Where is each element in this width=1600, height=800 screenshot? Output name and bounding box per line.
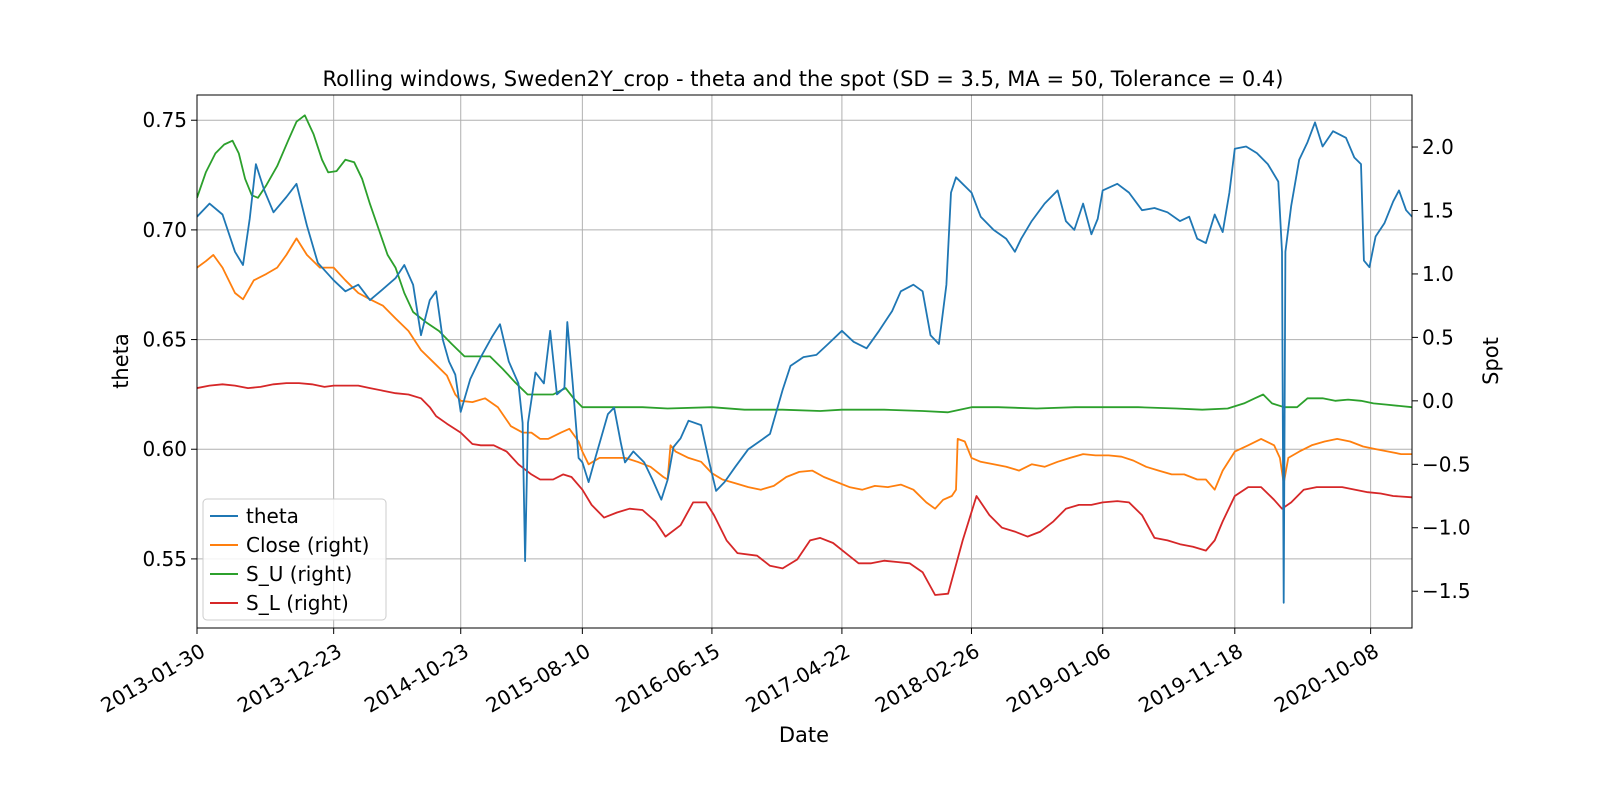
- x-tick-label: 2017-04-22: [741, 639, 854, 718]
- x-tick-label: 2020-10-08: [1270, 639, 1383, 718]
- plot-frame: [196, 94, 1413, 629]
- x-axis-title: Date: [779, 723, 829, 747]
- legend-box: [202, 498, 387, 621]
- y-left-tick-label: 0.60: [142, 437, 187, 461]
- x-tick-label: 2019-01-06: [1002, 639, 1115, 718]
- x-axis: 2013-01-30 2013-12-23 2014-10-23 2015-08-10…: [96, 628, 1383, 718]
- x-tick-label: 2016-06-15: [611, 639, 724, 718]
- legend: theta Close (right) S_U (right) S_L (right): [202, 498, 387, 621]
- series-line-s-l-right: [197, 382, 1412, 596]
- y-right-tick-label: −1.5: [1422, 579, 1471, 603]
- legend-label-theta: theta: [246, 504, 299, 528]
- x-tick-label: 2015-08-10: [482, 639, 595, 718]
- x-tick-label: 2013-12-23: [233, 639, 346, 718]
- x-tick-label: 2018-02-26: [871, 639, 984, 718]
- series-layer: [197, 114, 1412, 604]
- y-right-tick-label: 2.0: [1422, 135, 1454, 159]
- y-right-tick-label: −0.5: [1422, 452, 1471, 476]
- y-left-axis-title: theta: [109, 333, 133, 389]
- y-left-tick-label: 0.70: [142, 218, 187, 242]
- y-left-tick-label: 0.65: [142, 328, 187, 352]
- y-right-axis: −1.5 −1.0 −0.5 0.0 0.5 1.0 1.5 2.0: [1412, 135, 1471, 603]
- y-right-tick-label: 1.5: [1422, 198, 1454, 222]
- legend-label-s-l-right: S_L (right): [246, 591, 349, 615]
- x-tick-label: 2013-01-30: [96, 639, 209, 718]
- y-right-tick-label: 1.0: [1422, 262, 1454, 286]
- legend-label-close-right: Close (right): [246, 533, 369, 557]
- chart-title: Rolling windows, Sweden2Y_crop - theta a…: [323, 67, 1284, 92]
- x-tick-label: 2019-11-18: [1134, 639, 1247, 718]
- y-left-tick-label: 0.55: [142, 547, 187, 571]
- series-line-theta: [197, 121, 1412, 604]
- y-left-tick-label: 0.75: [142, 108, 187, 132]
- series-line-close-right: [197, 237, 1412, 510]
- x-tick-label: 2014-10-23: [360, 639, 473, 718]
- y-left-axis: 0.55 0.60 0.65 0.70 0.75: [142, 108, 197, 571]
- series-line-s-u-right: [197, 114, 1412, 414]
- legend-label-s-u-right: S_U (right): [246, 562, 352, 586]
- y-right-tick-label: 0.5: [1422, 325, 1454, 349]
- y-right-tick-label: 0.0: [1422, 389, 1454, 413]
- y-right-axis-title: Spot: [1479, 337, 1503, 385]
- y-right-tick-label: −1.0: [1422, 516, 1471, 540]
